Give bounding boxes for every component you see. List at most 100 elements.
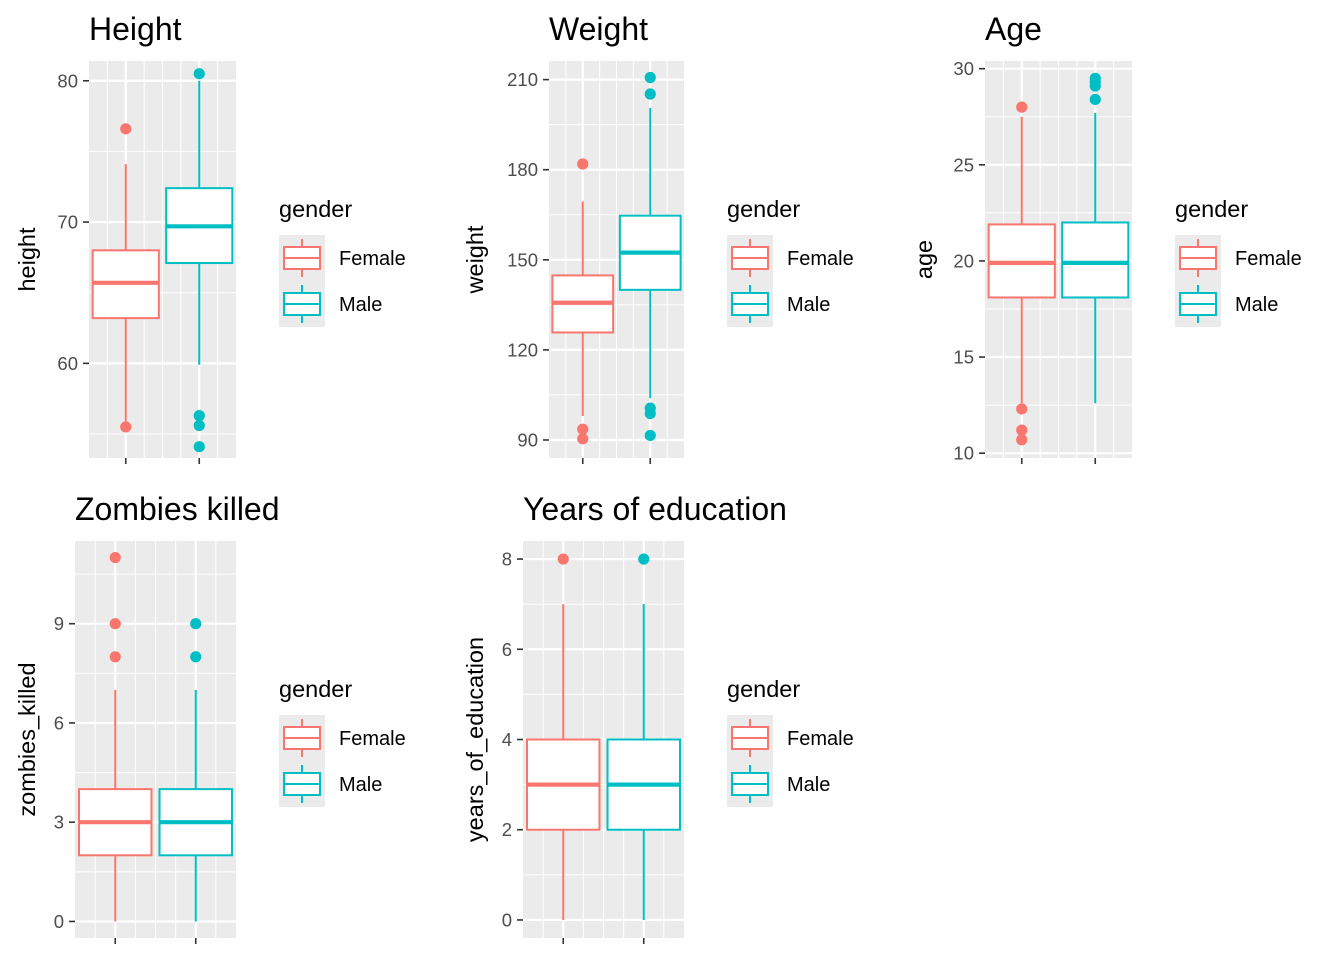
y-tick-label: 2 (502, 819, 512, 840)
facet-title: Weight (549, 11, 648, 47)
legend: gender Female Male (279, 196, 406, 327)
y-tick-label: 60 (57, 353, 78, 374)
y-tick-label: 20 (953, 250, 974, 271)
y-tick-label: 9 (54, 613, 64, 634)
outlier-point (644, 407, 656, 420)
facet-0: 60 70 80 Height height gender Female Male (14, 11, 406, 464)
y-axis-title: weight (462, 225, 488, 294)
y-tick-label: 3 (54, 812, 64, 833)
box-male (158, 618, 233, 922)
outlier-point (193, 410, 205, 422)
legend-label-male: Male (787, 294, 830, 316)
legend-label-female: Female (787, 248, 854, 270)
legend-key-male (727, 761, 773, 807)
legend-label-female: Female (1235, 248, 1302, 270)
y-tick-label: 4 (502, 729, 512, 750)
facet-title: Age (985, 11, 1042, 47)
facet-title: Height (89, 11, 182, 47)
box-female (526, 553, 601, 920)
y-tick-label: 70 (57, 212, 78, 233)
outlier-point (1089, 80, 1101, 92)
legend-title: gender (279, 676, 352, 702)
legend: gender Female Male (279, 676, 406, 807)
y-tick-label: 25 (953, 154, 974, 175)
legend-label-male: Male (1235, 294, 1278, 316)
outlier-point (120, 421, 132, 433)
legend-key-female (1175, 235, 1221, 281)
y-tick-label: 150 (507, 249, 538, 270)
legend-label-male: Male (339, 294, 382, 316)
legend-key-female (279, 235, 325, 281)
y-tick-label: 210 (507, 69, 538, 90)
outlier-point (1016, 101, 1028, 113)
legend-title: gender (279, 196, 352, 222)
legend-title: gender (1175, 196, 1248, 222)
y-tick-label: 180 (507, 159, 538, 180)
legend-key-female (727, 235, 773, 281)
legend: gender Female Male (1175, 196, 1302, 327)
legend-label-female: Female (339, 728, 406, 750)
y-tick-label: 0 (502, 909, 512, 930)
box-female (91, 123, 160, 433)
facet-title: Zombies killed (75, 491, 280, 527)
y-tick-label: 10 (953, 443, 974, 464)
outlier-point (638, 553, 650, 565)
outlier-point (1089, 93, 1101, 106)
box-female (551, 158, 615, 445)
box-male (1061, 72, 1130, 404)
outlier-point (557, 553, 569, 565)
legend-title: gender (727, 196, 800, 222)
outlier-point (577, 158, 589, 170)
outlier-point (193, 68, 205, 80)
box-female (987, 101, 1056, 446)
y-tick-label: 6 (502, 639, 512, 660)
outlier-point (109, 551, 121, 564)
legend-key-male (727, 281, 773, 327)
legend-title: gender (727, 676, 800, 702)
outlier-point (644, 429, 656, 442)
y-tick-label: 8 (502, 549, 512, 570)
outlier-point (193, 419, 205, 432)
outlier-point (1016, 434, 1028, 446)
y-tick-label: 15 (953, 347, 974, 368)
outlier-point (1016, 424, 1028, 436)
legend-key-male (279, 281, 325, 327)
facet-2: 10 15 20 25 30 Age age gender Female Male (911, 11, 1302, 464)
legend-key-female (279, 715, 325, 761)
y-axis-title: age (911, 240, 937, 279)
facet-4: 0 2 4 6 8 Years of education years_of_educatio… (462, 491, 854, 944)
legend-key-male (1175, 281, 1221, 327)
facet-3: 0 3 6 9 Zombies killed zombies_killed gender Fe… (14, 491, 406, 944)
legend-label-male: Male (339, 774, 382, 796)
legend-label-male: Male (787, 774, 830, 796)
outlier-point (644, 88, 656, 100)
y-tick-label: 0 (54, 911, 64, 932)
y-axis-title: years_of_education (462, 637, 488, 842)
iqr-box (1061, 221, 1130, 299)
y-tick-label: 80 (57, 70, 78, 91)
legend-label-female: Female (787, 728, 854, 750)
y-tick-label: 90 (517, 429, 538, 450)
box-female (78, 551, 153, 922)
outlier-point (190, 651, 202, 663)
outlier-point (193, 441, 205, 453)
outlier-point (190, 618, 202, 630)
y-tick-label: 6 (54, 712, 64, 733)
y-axis-title: zombies_killed (14, 662, 40, 816)
legend-key-female (727, 715, 773, 761)
y-tick-label: 120 (507, 339, 538, 360)
outlier-point (644, 71, 656, 84)
y-tick-label: 30 (953, 58, 974, 79)
box-male (165, 68, 234, 453)
facet-1: 90 120 150 180 210 Weight weight gender Female Ma… (462, 11, 854, 464)
box-male (618, 71, 682, 442)
outlier-point (120, 123, 132, 135)
outlier-point (109, 618, 121, 630)
outlier-point (577, 433, 589, 445)
y-axis-title: height (14, 227, 40, 291)
legend: gender Female Male (727, 196, 854, 327)
outlier-point (1016, 403, 1028, 415)
outlier-point (577, 423, 589, 435)
facet-title: Years of education (523, 491, 787, 527)
